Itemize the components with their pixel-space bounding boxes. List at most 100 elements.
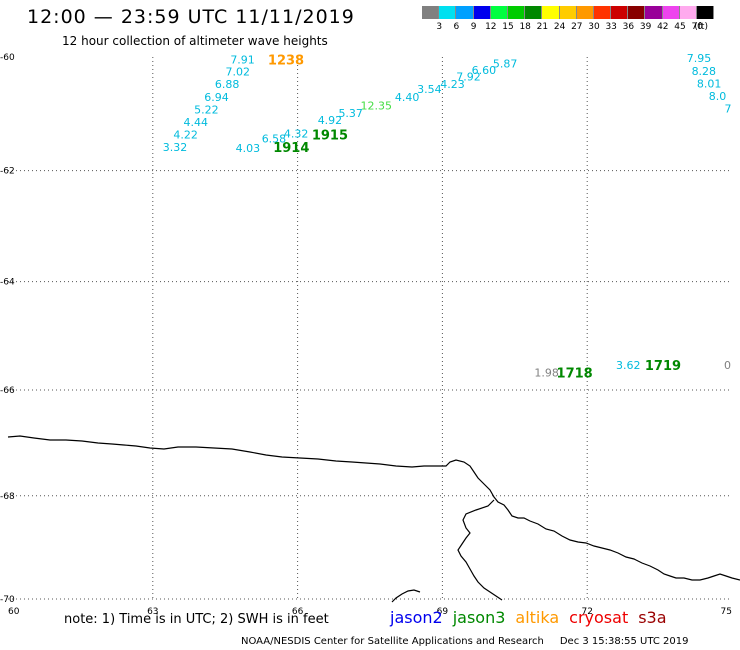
wave-height-reading: 5.37 — [338, 107, 363, 120]
credit-line: NOAA/NESDIS Center for Satellite Applica… — [241, 636, 688, 647]
legend-bin-label: 70 — [691, 22, 703, 32]
legend-swatch — [525, 6, 543, 19]
legend-swatch — [679, 6, 697, 19]
wave-height-reading: 8.28 — [692, 65, 717, 78]
legend-swatch — [507, 6, 526, 19]
legend-swatch — [628, 6, 646, 19]
legend-swatch — [456, 6, 474, 19]
wave-height-reading: 4.32 — [284, 127, 309, 140]
satellite-jason2: jason2 — [390, 608, 443, 627]
legend-bin-label: 30 — [588, 22, 600, 32]
legend-bin-label: 18 — [519, 22, 531, 32]
wave-height-reading: 0 — [724, 359, 731, 372]
generation-timestamp: Dec 3 15:38:55 UTC 2019 — [559, 636, 689, 647]
legend-bin-label: 33 — [605, 22, 617, 32]
wave-height-reading: 1.98 — [534, 366, 559, 379]
wave-height-reading: 4.03 — [236, 142, 261, 155]
wave-height-reading: 4.23 — [440, 78, 465, 91]
legend-swatch — [559, 6, 577, 19]
legend-bin-label: 36 — [622, 22, 635, 32]
wave-height-reading: 4.92 — [318, 114, 343, 127]
wave-height-reading: 5.22 — [194, 104, 219, 117]
legend-unit: (ft) — [694, 22, 708, 32]
antarctic-coastline — [7, 435, 740, 581]
lon-tick-label: 60 — [8, 607, 20, 617]
lon-tick-label: 69 — [437, 607, 449, 617]
satellite-cryosat: cryosat — [569, 608, 629, 627]
legend-bin-label: 6 — [453, 22, 460, 32]
legend-bin-label: 42 — [657, 22, 669, 32]
lon-tick-label: 75 — [721, 607, 732, 617]
wave-height-reading: 8.0 — [709, 90, 727, 103]
coastline — [7, 435, 740, 603]
lat-tick-label: -60 — [0, 53, 15, 63]
wave-height-reading: 4.40 — [395, 91, 420, 104]
inland-boundary — [457, 499, 503, 601]
legend-swatch — [697, 6, 715, 19]
map-subtitle: 12 hour collection of altimeter wave hei… — [62, 34, 328, 48]
satellite-s3a: s3a — [638, 608, 667, 627]
legend-swatch — [576, 6, 594, 19]
legend-bin-label: 9 — [470, 22, 477, 32]
lat-tick-label: -68 — [0, 492, 15, 502]
coast-fragment — [391, 589, 421, 603]
pass-time-label: 1719 — [645, 359, 681, 374]
wave-height-reading: 3.54 — [417, 83, 442, 96]
credit-text: NOAA/NESDIS Center for Satellite Applica… — [241, 636, 544, 647]
lat-tick-label: -64 — [0, 278, 15, 288]
footer-note: note: 1) Time is in UTC; 2) SWH is in fe… — [64, 612, 329, 627]
wave-height-reading: 6.58 — [262, 132, 287, 145]
wave-height-reading: 7.91 — [230, 53, 255, 66]
lat-tick-label: -62 — [0, 167, 15, 177]
satellite-altika: altika — [515, 608, 560, 627]
legend-bin-label: 12 — [485, 22, 497, 32]
legend-bin-label: 15 — [502, 22, 514, 32]
satellite-legend: jason2 jason3 altika cryosat s3a — [390, 608, 677, 627]
pass-time-label: 1915 — [312, 129, 348, 144]
lat-tick-label: -70 — [0, 595, 15, 605]
legend-swatch — [439, 6, 457, 19]
lat-tick-label: -66 — [0, 386, 15, 396]
lon-tick-label: 63 — [147, 607, 158, 617]
legend-swatch — [611, 6, 629, 19]
pass-time-label: 1914 — [273, 141, 309, 156]
legend-bin-label: 21 — [536, 22, 549, 32]
legend-swatch — [662, 6, 680, 19]
legend-swatch — [422, 6, 440, 19]
legend-bin-label: 45 — [674, 22, 686, 32]
axis-tick-labels: 60 63 66 69 72 75 -60 -62 -64 -66 -68 -70 — [0, 53, 732, 617]
map-title: 12:00 — 23:59 UTC 11/11/2019 — [27, 6, 355, 28]
legend-bin-label: 24 — [553, 22, 566, 32]
wave-height-reading: 6.88 — [215, 78, 240, 91]
color-scale-labels: 3 6 9 12 15 18 21 24 27 30 33 36 39 42 45 70 (ft) — [422, 22, 740, 34]
satellite-jason3: jason3 — [452, 608, 506, 627]
wave-height-reading: 4.44 — [184, 116, 209, 129]
wave-height-reading: 7.02 — [225, 65, 250, 78]
wave-height-reading: 4.22 — [173, 129, 198, 142]
wave-height-reading: 7 — [725, 102, 732, 115]
wave-height-reading: 8.01 — [697, 77, 722, 90]
lon-tick-label: 66 — [292, 607, 304, 617]
pass-time-label: 1238 — [268, 53, 304, 68]
pass-time-label: 1718 — [557, 366, 593, 381]
legend-swatch — [542, 6, 560, 19]
lon-tick-label: 72 — [581, 607, 592, 617]
legend-swatch — [645, 6, 663, 19]
lat-lon-grid — [8, 57, 732, 600]
legend-bin-label: 3 — [436, 22, 443, 32]
legend-swatch — [473, 6, 491, 19]
wave-height-reading: 6.94 — [204, 91, 229, 104]
legend-swatch — [490, 6, 508, 19]
wave-height-reading: 3.32 — [163, 141, 188, 154]
wave-height-reading: 5.87 — [493, 57, 518, 70]
wave-height-reading: 7.95 — [687, 52, 712, 65]
legend-bin-label: 27 — [571, 22, 583, 32]
wave-height-reading: 7.92 — [456, 70, 481, 83]
wave-height-reading: 12.35 — [361, 100, 393, 113]
wave-height-reading: 6.60 — [472, 64, 497, 77]
legend-swatch — [593, 6, 612, 19]
wave-height-reading: 3.62 — [616, 359, 641, 372]
legend-bin-label: 39 — [639, 22, 652, 32]
